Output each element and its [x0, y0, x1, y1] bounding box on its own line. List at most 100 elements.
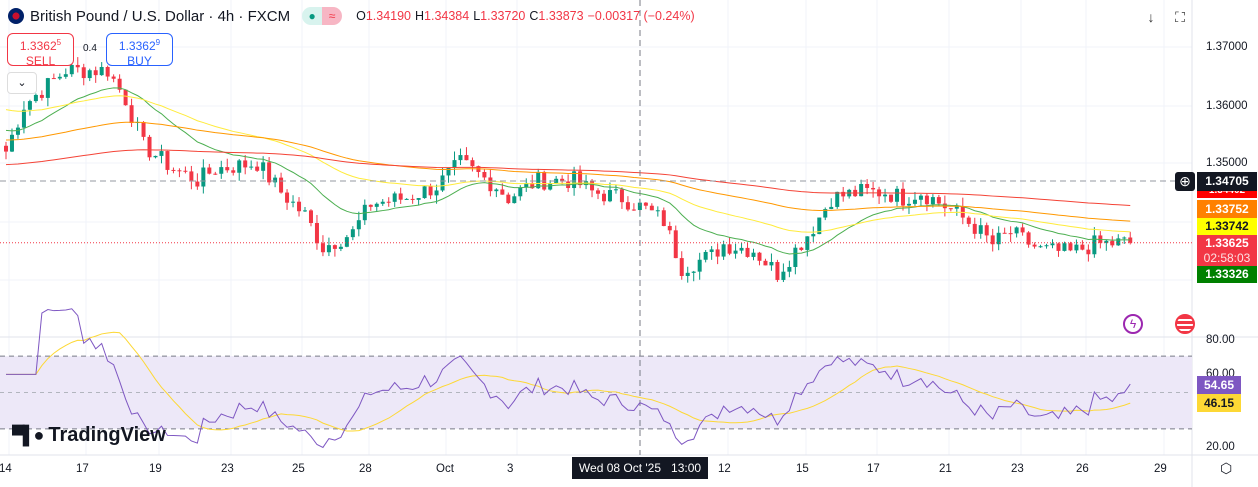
candle-body — [1020, 227, 1025, 233]
time-label: 23 — [221, 463, 234, 475]
candle-body — [751, 252, 756, 257]
candle-body — [45, 78, 50, 98]
ma20-line — [5, 87, 1131, 255]
candle-body — [655, 210, 660, 212]
sell-button[interactable]: 1.33625 SELL — [7, 33, 74, 68]
candle-body — [69, 64, 74, 75]
candle-body — [649, 205, 654, 211]
candle-body — [123, 89, 128, 106]
candle-body — [1104, 240, 1109, 243]
candle-body — [691, 271, 696, 273]
last-price-tag: 1.33625 02:58:03 — [1197, 235, 1257, 266]
candle-body — [1080, 244, 1085, 250]
candle-body — [51, 78, 56, 80]
ma100-line — [5, 121, 1131, 222]
ohlc-values: O1.34190 H1.34384 L1.33720 C1.33873 −0.0… — [356, 9, 695, 23]
candle-body — [823, 209, 828, 218]
lightning-icon[interactable]: ϟ — [1123, 314, 1143, 334]
add-alert-plus-icon[interactable]: ⊕ — [1175, 172, 1195, 191]
candle-body — [243, 160, 248, 168]
candle-body — [590, 181, 595, 191]
candle-body — [171, 169, 176, 171]
candle-body — [93, 70, 98, 76]
time-label: 23 — [1011, 463, 1024, 475]
time-label: Oct — [436, 463, 454, 475]
settings-hexagon-icon[interactable]: ⬡ — [1220, 460, 1233, 476]
us-economic-events-icon[interactable] — [1175, 314, 1195, 334]
candle-body — [829, 206, 834, 210]
candle-body — [883, 194, 888, 197]
collapse-chevron-icon[interactable]: ⌄ — [7, 72, 37, 94]
candle-body — [1008, 233, 1013, 235]
candle-body — [452, 160, 457, 168]
candle-body — [279, 177, 284, 193]
candle-body — [739, 247, 744, 251]
candle-body — [1056, 243, 1061, 251]
tradingview-logo[interactable]: ▀▌● TradingView — [12, 424, 166, 446]
candle-body — [1044, 245, 1049, 247]
candle-body — [404, 198, 409, 200]
candle-body — [440, 175, 445, 191]
candle-body — [410, 198, 415, 200]
candle-body — [930, 197, 935, 205]
candle-body — [1038, 246, 1043, 248]
candle-body — [4, 145, 8, 152]
candle-body — [398, 193, 403, 200]
candle-body — [87, 70, 92, 79]
candle-body — [906, 203, 911, 206]
candle-body — [446, 167, 451, 176]
candle-body — [482, 171, 487, 178]
download-icon[interactable]: ↓ — [1147, 9, 1155, 25]
symbol-title[interactable]: British Pound / U.S. Dollar · 4h · FXCM — [30, 7, 291, 25]
spread: 0.4 — [83, 43, 97, 54]
candle-body — [314, 222, 319, 244]
candle-body — [936, 197, 941, 204]
candle-body — [859, 184, 864, 197]
candle-body — [769, 262, 774, 266]
candle-body — [512, 196, 517, 204]
time-label: 3 — [507, 463, 514, 475]
candle-body — [326, 245, 331, 253]
candle-body — [835, 191, 840, 207]
candle-body — [924, 195, 929, 205]
candle-body — [27, 101, 32, 110]
candle-body — [261, 162, 266, 171]
candle-body — [129, 105, 134, 124]
ma20-price-tag: 1.33326 — [1197, 266, 1257, 283]
candle-body — [619, 189, 624, 203]
candle-body — [757, 252, 762, 261]
buy-button[interactable]: 1.33629 BUY — [106, 33, 173, 68]
candle-body — [494, 189, 499, 192]
candle-body — [434, 190, 439, 196]
candle-body — [500, 189, 505, 195]
candle-body — [697, 259, 702, 272]
candle-body — [225, 167, 230, 171]
candle-body — [667, 226, 672, 231]
candle-body — [703, 251, 708, 260]
candle-body — [117, 78, 122, 90]
status-pill[interactable]: ● ≈ — [302, 7, 343, 25]
candle-body — [338, 246, 343, 249]
time-label: 21 — [939, 463, 952, 475]
candle-body — [99, 67, 104, 76]
fullscreen-icon[interactable]: ⛶ — [1175, 9, 1185, 25]
candle-body — [368, 204, 373, 207]
candle-body — [147, 136, 152, 158]
candle-body — [308, 210, 313, 223]
rsi-value-tag: 54.65 — [1197, 376, 1241, 394]
candle-body — [787, 266, 792, 272]
candle-body — [572, 171, 577, 189]
candle-body — [195, 181, 200, 187]
candle-body — [673, 230, 678, 259]
candle-body — [201, 167, 206, 187]
candle-body — [966, 217, 971, 224]
candle-body — [865, 184, 870, 188]
candle-body — [33, 94, 38, 102]
candle-body — [207, 167, 212, 174]
candle-body — [811, 234, 816, 237]
candle-body — [105, 67, 110, 77]
candle-body — [249, 166, 254, 168]
candle-body — [332, 245, 337, 249]
candle-body — [470, 160, 475, 167]
